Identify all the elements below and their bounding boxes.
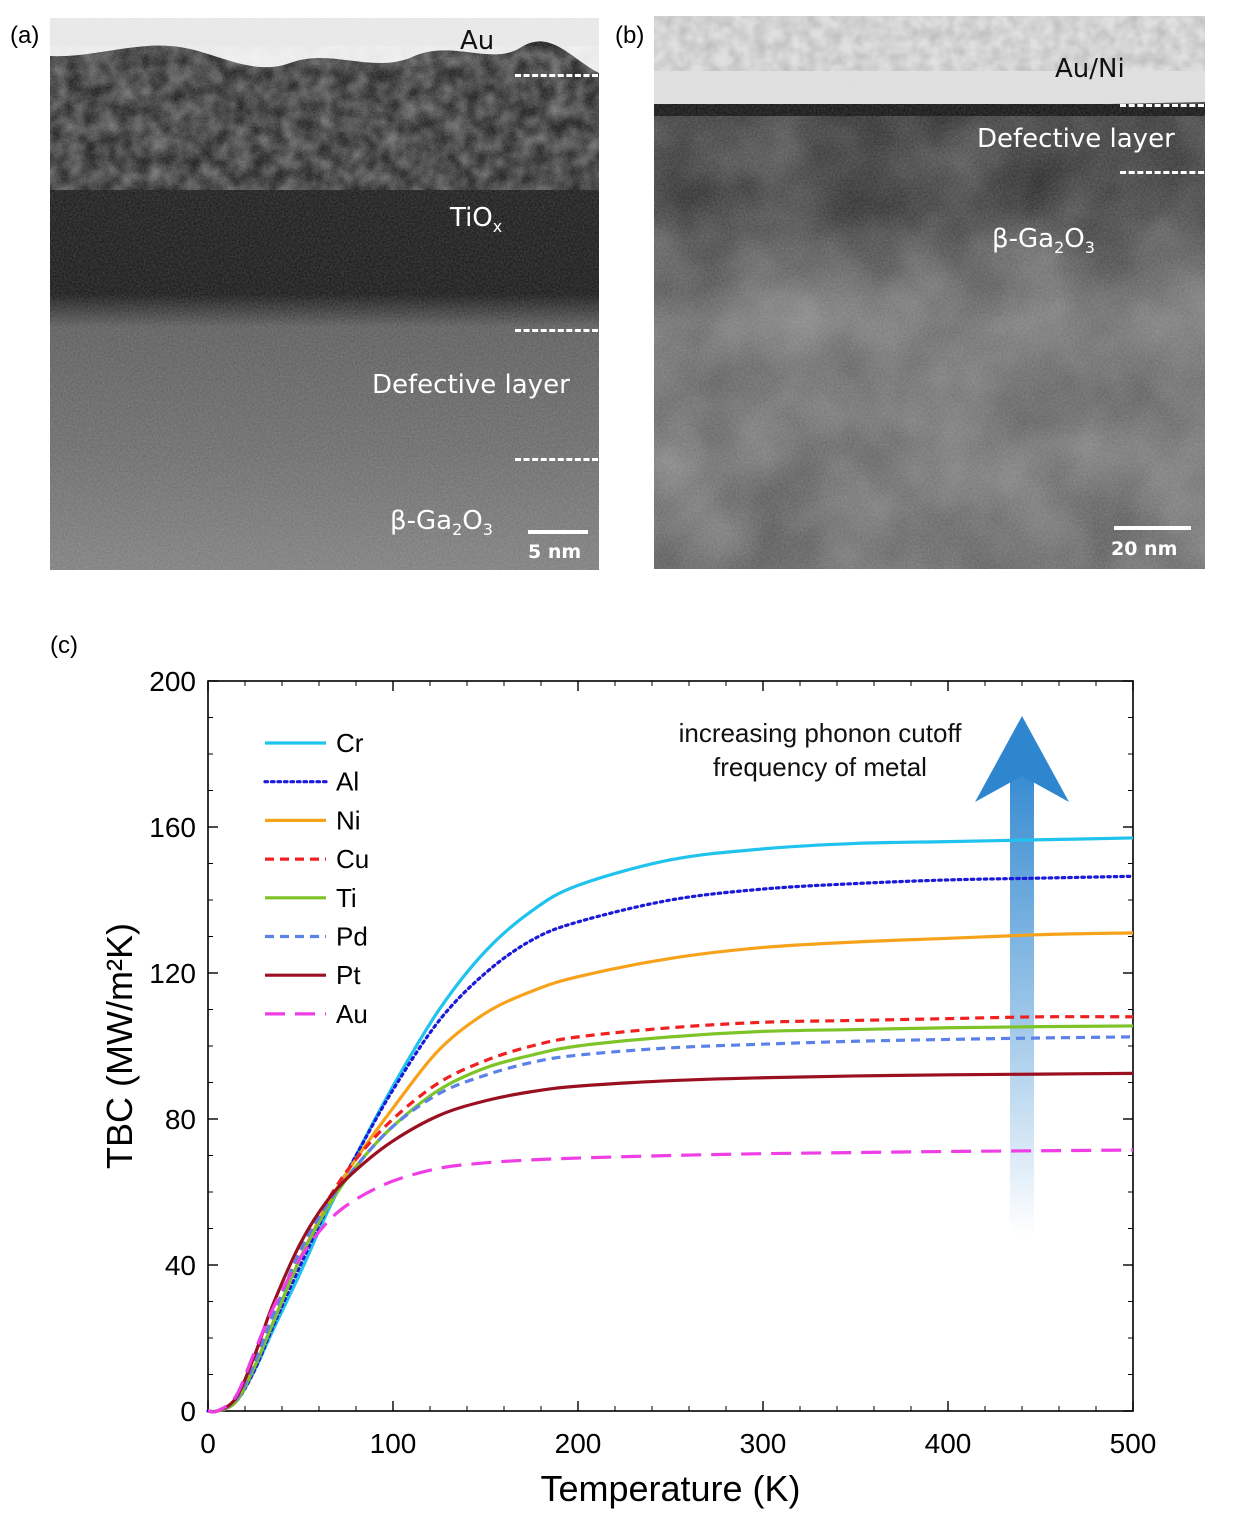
- label-ga2o3-b: β-Ga2O3: [992, 224, 1095, 258]
- x-axis-label: Temperature (K): [540, 1468, 800, 1509]
- tem-image-b: Au/Ni Defective layer β-Ga2O3 20 nm: [654, 16, 1205, 569]
- y-tick-label: 80: [165, 1104, 196, 1135]
- x-tick-label: 400: [925, 1428, 972, 1459]
- x-tick-label: 500: [1110, 1428, 1157, 1459]
- panel-b-label: (b): [615, 22, 645, 49]
- cutoff-annotation-line: increasing phonon cutoff: [679, 718, 963, 748]
- label-au-ni: Au/Ni: [1055, 54, 1125, 84]
- series-line-pt: [207, 1071, 1134, 1414]
- scale-label-b: 20 nm: [1111, 538, 1178, 560]
- chart-series-group: [206, 836, 1135, 1414]
- legend-label-al: Al: [336, 767, 359, 797]
- legend-label-ni: Ni: [336, 805, 361, 835]
- legend-label-cr: Cr: [336, 728, 364, 758]
- x-tick-label: 200: [555, 1428, 602, 1459]
- legend-label-pt: Pt: [336, 960, 361, 990]
- tem-image-a: Au TiOx Defective layer β-Ga2O3 5 nm: [50, 18, 599, 570]
- tem-image-a-texture: [50, 18, 599, 570]
- chart-text-group: 0 100 200 300 400 500 0 40 80 120 160 200 Temperatur…: [99, 666, 1156, 1509]
- legend-label-au: Au: [336, 999, 368, 1029]
- cutoff-annotation-line: frequency of metal: [713, 752, 927, 782]
- legend-label-ti: Ti: [336, 883, 357, 913]
- y-tick-label: 200: [149, 666, 196, 697]
- boundary-au-tiox: [515, 74, 598, 77]
- x-tick-label: 0: [200, 1428, 216, 1459]
- y-tick-label: 120: [149, 958, 196, 989]
- chart-legend: Cr Al Ni Cu Ti Pd Pt Au: [263, 728, 369, 1029]
- y-axis-label: TBC (MW/m²K): [99, 923, 140, 1169]
- legend-label-pd: Pd: [336, 922, 368, 952]
- series-line-pd: [207, 1035, 1134, 1414]
- boundary-auni-defect: [1120, 104, 1204, 107]
- cutoff-arrow-shaft: [1010, 775, 1034, 1235]
- series-line-ti: [207, 1024, 1134, 1414]
- label-defective-layer-b: Defective layer: [977, 124, 1175, 154]
- scale-bar-a: [528, 530, 588, 534]
- legend-label-cu: Cu: [336, 844, 369, 874]
- panel-c-label: (c): [50, 632, 78, 659]
- x-tick-label: 300: [740, 1428, 787, 1459]
- label-ga2o3-a: β-Ga2O3: [390, 506, 493, 540]
- scale-bar-b: [1114, 526, 1191, 530]
- label-tiox: TiOx: [450, 203, 503, 237]
- cutoff-arrow-head: [975, 716, 1069, 802]
- label-au: Au: [460, 26, 495, 56]
- panel-a-label: (a): [10, 22, 40, 49]
- label-defective-layer-a: Defective layer: [372, 370, 570, 400]
- y-tick-label: 40: [165, 1250, 196, 1281]
- boundary-defect-substrate: [515, 458, 598, 461]
- boundary-tiox-defect: [515, 329, 598, 332]
- y-tick-label: 160: [149, 812, 196, 843]
- y-tick-label: 0: [180, 1396, 196, 1427]
- boundary-defect-substrate-b: [1120, 171, 1204, 174]
- tem-image-b-texture: [654, 16, 1205, 569]
- x-tick-label: 100: [370, 1428, 417, 1459]
- scale-label-a: 5 nm: [528, 541, 582, 563]
- series-line-au: [207, 1148, 1134, 1414]
- cutoff-arrow-group: [975, 716, 1069, 1235]
- series-line-al: [206, 874, 1135, 1414]
